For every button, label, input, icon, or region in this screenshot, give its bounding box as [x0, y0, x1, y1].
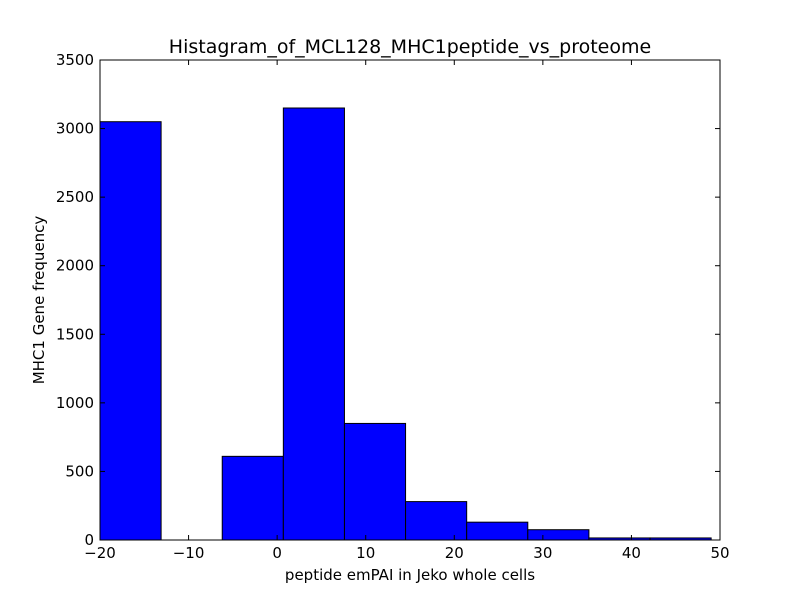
x-tick-label: 30	[533, 544, 552, 562]
x-tick-label: 40	[622, 544, 641, 562]
histogram-bar	[221, 455, 284, 541]
x-tick-label: 50	[710, 544, 729, 562]
plot-frame	[99, 59, 721, 541]
histogram-bar	[99, 121, 162, 541]
x-tick-label: 10	[356, 544, 375, 562]
y-tick-label: 2000	[56, 257, 94, 275]
histogram-bar	[466, 521, 529, 541]
x-axis-label: peptide emPAI in Jeko whole cells	[285, 566, 535, 584]
x-tick-label: 0	[272, 544, 282, 562]
histogram-bar	[527, 529, 590, 541]
y-tick-label: 1500	[56, 325, 94, 343]
y-tick-label: 3000	[56, 120, 94, 138]
x-tick-label: −10	[173, 544, 205, 562]
chart-title: Histagram_of_MCL128_MHC1peptide_vs_prote…	[169, 36, 651, 58]
y-tick-label: 500	[65, 462, 94, 480]
x-tick-label: 20	[445, 544, 464, 562]
y-tick-label: 3500	[56, 51, 94, 69]
bars-layer	[99, 107, 712, 541]
y-tick-label: 1000	[56, 394, 94, 412]
y-tick-label: 2500	[56, 188, 94, 206]
histogram-bar	[343, 422, 407, 541]
histogram-bar	[282, 107, 345, 541]
ticks-layer: −20 −10 0 10 20 30 40 5005001000150020002500300…	[56, 51, 730, 562]
y-tick-label: 0	[84, 531, 94, 549]
histogram-bar	[405, 501, 468, 541]
x-tick-label: −20	[84, 544, 116, 562]
y-axis-label: MHC1 Gene frequency	[30, 216, 48, 385]
